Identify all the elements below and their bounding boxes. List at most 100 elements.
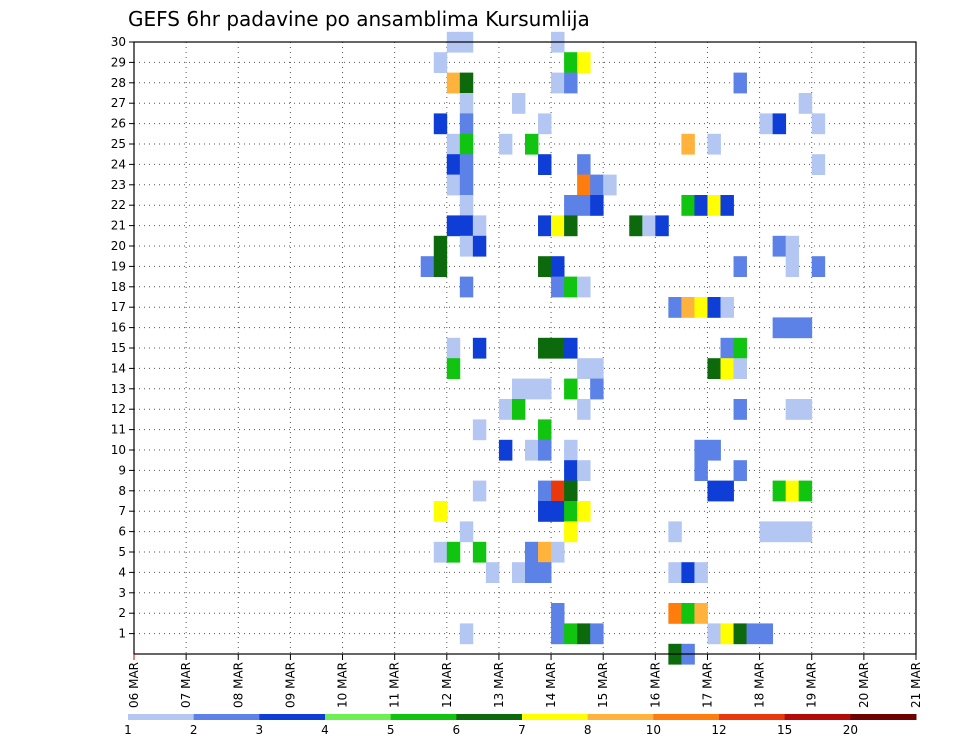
heatmap-cell: [472, 337, 487, 359]
legend-label: 4: [321, 723, 329, 737]
heatmap-cell: [446, 358, 461, 379]
heatmap-cell: [720, 297, 734, 318]
heatmap-cell: [551, 276, 565, 298]
heatmap-cell: [459, 113, 474, 135]
x-tick-label: 16 MAR: [648, 662, 662, 708]
x-tick-label: 06 MAR: [127, 662, 141, 708]
heatmap-cell: [446, 215, 461, 237]
heatmap-cell: [564, 276, 578, 298]
heatmap-cell: [459, 623, 474, 645]
heatmap-cell: [511, 378, 526, 400]
legend-label: 10: [646, 723, 661, 737]
x-tick-label: 20 MAR: [857, 662, 871, 708]
heatmap-cell: [798, 399, 813, 420]
heatmap-cell: [459, 72, 474, 94]
heatmap-cell: [433, 113, 448, 135]
heatmap-cell: [459, 235, 474, 257]
y-tick-label: 2: [118, 606, 126, 620]
heatmap-cell: [538, 562, 552, 583]
heatmap-cell: [538, 378, 552, 400]
heatmap-cell: [551, 337, 565, 359]
heatmap-cell: [564, 337, 578, 359]
heatmap-cell: [590, 358, 604, 379]
heatmap-cell: [655, 215, 669, 237]
heatmap-cell: [564, 215, 578, 237]
heatmap-cell: [538, 419, 552, 441]
heatmap-cell: [759, 113, 774, 135]
heatmap-cell: [668, 521, 682, 543]
heatmap-cell: [811, 256, 826, 277]
heatmap-cell: [785, 399, 800, 420]
heatmap-cell: [772, 113, 787, 135]
y-tick-label: 21: [111, 219, 126, 233]
heatmap-cell: [511, 562, 526, 583]
heatmap-cell: [707, 358, 721, 379]
heatmap-cell: [564, 378, 578, 400]
legend-label: 12: [711, 723, 726, 737]
heatmap-cell: [785, 521, 800, 543]
y-tick-label: 25: [111, 137, 126, 151]
heatmap-cell: [785, 317, 800, 339]
heatmap-cell: [577, 52, 591, 73]
y-tick-label: 7: [118, 504, 126, 518]
heatmap-cell: [707, 623, 721, 645]
heatmap-cell: [577, 174, 591, 196]
heatmap-cell: [733, 460, 747, 481]
legend-label: 1: [124, 723, 132, 737]
y-tick-label: 13: [111, 382, 126, 396]
heatmap-cell: [681, 133, 695, 155]
legend-label: 15: [777, 723, 792, 737]
legend-swatch: [128, 714, 195, 720]
heatmap-cell: [459, 93, 474, 114]
heatmap-cell: [694, 439, 708, 461]
y-tick-label: 19: [111, 259, 126, 273]
heatmap-cell: [538, 113, 552, 135]
y-tick-label: 27: [111, 96, 126, 110]
heatmap-cell: [551, 256, 565, 277]
y-tick-label: 28: [111, 76, 126, 90]
heatmap-cell: [577, 460, 591, 481]
heatmap-cell: [720, 480, 734, 502]
heatmap-cell: [720, 623, 734, 645]
heatmap-cell: [733, 337, 747, 359]
heatmap-cell: [785, 480, 800, 502]
legend-label: 3: [256, 723, 264, 737]
heatmap-cell: [668, 603, 682, 624]
heatmap-cell: [433, 235, 448, 257]
heatmap-cell: [498, 439, 513, 461]
heatmap-cell: [759, 521, 774, 543]
heatmap-cell: [551, 623, 565, 645]
x-tick-label: 08 MAR: [231, 662, 245, 708]
heatmap-cell: [577, 358, 591, 379]
heatmap-cell: [498, 133, 513, 155]
heatmap-cell: [759, 623, 774, 645]
heatmap-cell: [785, 256, 800, 277]
x-tick-label: 09 MAR: [283, 662, 297, 708]
y-tick-label: 11: [111, 423, 126, 437]
heatmap-cell: [577, 399, 591, 420]
color-legend: 1 2 3 4 5 6 7 8 10 12 15 20: [124, 714, 917, 737]
heatmap-cell: [681, 195, 695, 216]
legend-swatch: [259, 714, 326, 720]
x-tick-label: 15 MAR: [596, 662, 610, 708]
heatmap-cell: [811, 113, 826, 135]
heatmap-cell: [785, 235, 800, 257]
legend-swatch: [193, 714, 260, 720]
heatmap-cell: [525, 133, 539, 155]
heatmap-cell: [668, 297, 682, 318]
heatmap-cell: [798, 317, 813, 339]
heatmap-cell: [564, 72, 578, 94]
heatmap-cell: [564, 52, 578, 73]
heatmap-cell: [472, 235, 487, 257]
legend-swatch: [719, 714, 786, 720]
heatmap-cell: [772, 521, 787, 543]
legend-label: 8: [584, 723, 592, 737]
heatmap-cell: [707, 439, 721, 461]
heatmap-cell: [590, 378, 604, 400]
heatmap-cell: [629, 215, 643, 237]
y-tick-label: 23: [111, 178, 126, 192]
heatmap-cell: [446, 541, 461, 563]
heatmap-cell: [772, 235, 787, 257]
heatmap-cell: [798, 521, 813, 543]
heatmap-cell: [772, 317, 787, 339]
